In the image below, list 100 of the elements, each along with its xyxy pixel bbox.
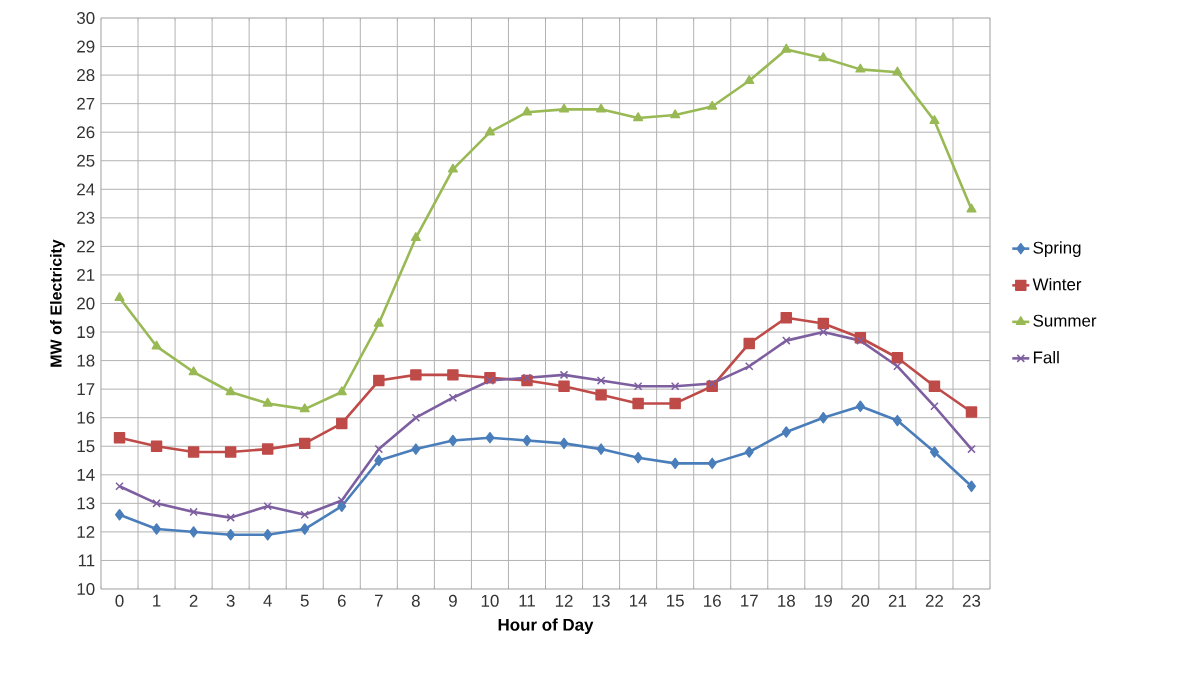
x-tick-label: 15 <box>667 594 684 607</box>
x-tick-label: 5 <box>300 594 309 607</box>
point <box>522 373 532 382</box>
point <box>485 376 495 385</box>
point <box>485 431 495 444</box>
x-tick-label: 6 <box>337 594 346 607</box>
y-tick-label: 16 <box>77 411 95 424</box>
point <box>855 400 865 413</box>
point <box>226 513 235 522</box>
point <box>669 397 681 410</box>
point <box>819 327 828 337</box>
point <box>928 380 941 393</box>
point <box>744 75 755 85</box>
point <box>707 379 717 388</box>
point <box>115 509 125 521</box>
point <box>596 376 606 385</box>
point <box>226 529 236 541</box>
point <box>300 510 309 520</box>
point <box>707 457 717 470</box>
point <box>744 362 754 371</box>
y-tick-label: 26 <box>77 126 95 139</box>
point <box>892 414 902 427</box>
point <box>856 336 865 345</box>
point <box>559 437 569 450</box>
y-tick-label: 25 <box>77 154 95 167</box>
point <box>410 232 421 242</box>
point <box>374 454 384 467</box>
x-tick-label: 10 <box>481 594 499 607</box>
y-tick-label: 19 <box>77 326 95 339</box>
point <box>782 336 791 345</box>
point <box>224 446 237 458</box>
x-tick-label: 21 <box>888 594 906 607</box>
point <box>670 382 680 391</box>
point <box>781 426 791 438</box>
point <box>891 352 904 364</box>
point <box>781 43 792 53</box>
y-tick-label: 12 <box>77 525 95 538</box>
y-tick-label: 28 <box>77 69 95 82</box>
point <box>596 103 607 113</box>
legend-label: Fall <box>1033 350 1059 364</box>
point <box>670 109 681 119</box>
x-tick-label: 23 <box>962 594 981 607</box>
point <box>817 317 830 330</box>
x-tick-label: 3 <box>226 594 235 607</box>
point <box>299 437 311 450</box>
point <box>893 362 902 371</box>
x-tick-label: 22 <box>925 594 944 607</box>
point <box>559 370 569 380</box>
point <box>448 434 458 447</box>
y-tick-label: 27 <box>77 97 95 110</box>
point <box>633 451 643 464</box>
x-tick-label: 17 <box>741 594 758 607</box>
point <box>855 63 866 73</box>
point <box>633 112 644 122</box>
point <box>300 523 310 535</box>
y-tick-label: 23 <box>77 211 95 224</box>
legend-label: Summer <box>1033 314 1097 327</box>
point <box>707 100 718 110</box>
point <box>447 369 459 381</box>
point <box>966 203 977 213</box>
y-tick-label: 30 <box>76 12 95 24</box>
x-tick-label: 20 <box>851 594 870 607</box>
x-tick-label: 18 <box>778 594 795 607</box>
x-tick-label: 1 <box>153 594 161 607</box>
point <box>337 500 347 512</box>
x-tick-label: 2 <box>189 594 198 607</box>
point <box>596 443 606 455</box>
point <box>299 403 310 413</box>
x-tick-label: 4 <box>263 594 272 607</box>
point <box>818 411 828 424</box>
point <box>633 382 643 391</box>
point <box>114 292 125 302</box>
point <box>743 337 755 350</box>
point <box>670 457 680 470</box>
point <box>187 446 200 458</box>
x-tick-label: 9 <box>448 594 457 607</box>
y-tick-label: 24 <box>77 183 95 196</box>
point <box>150 440 163 452</box>
point <box>410 369 422 381</box>
legend-label: Spring <box>1033 241 1081 258</box>
y-tick-label: 21 <box>77 269 95 281</box>
y-tick-label: 10 <box>77 583 95 595</box>
point <box>115 481 124 491</box>
point <box>337 496 347 505</box>
point <box>151 340 162 350</box>
y-tick-label: 22 <box>77 240 95 253</box>
x-tick-label: 7 <box>374 594 383 607</box>
point <box>336 417 348 430</box>
point <box>189 507 198 517</box>
point <box>558 103 570 113</box>
point <box>113 431 126 444</box>
point <box>632 397 644 410</box>
y-tick-label: 18 <box>77 354 95 367</box>
point <box>892 66 903 76</box>
point <box>967 444 976 454</box>
y-tick-label: 11 <box>78 554 95 567</box>
point <box>262 397 273 407</box>
point <box>929 115 940 125</box>
x-tick-label: 12 <box>555 594 573 607</box>
point <box>522 434 532 447</box>
